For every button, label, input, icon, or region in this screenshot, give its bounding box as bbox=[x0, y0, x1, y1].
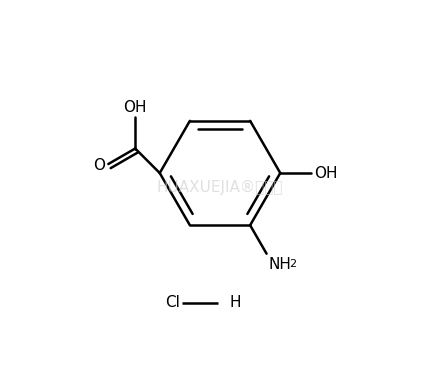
Text: O: O bbox=[93, 158, 105, 173]
Text: NH: NH bbox=[268, 256, 291, 272]
Text: OH: OH bbox=[124, 99, 147, 114]
Text: 2: 2 bbox=[290, 259, 297, 269]
Text: HUAXUEJIA®化学加: HUAXUEJIA®化学加 bbox=[157, 180, 283, 195]
Text: H: H bbox=[229, 295, 241, 310]
Text: Cl: Cl bbox=[165, 295, 180, 310]
Text: OH: OH bbox=[314, 166, 338, 181]
